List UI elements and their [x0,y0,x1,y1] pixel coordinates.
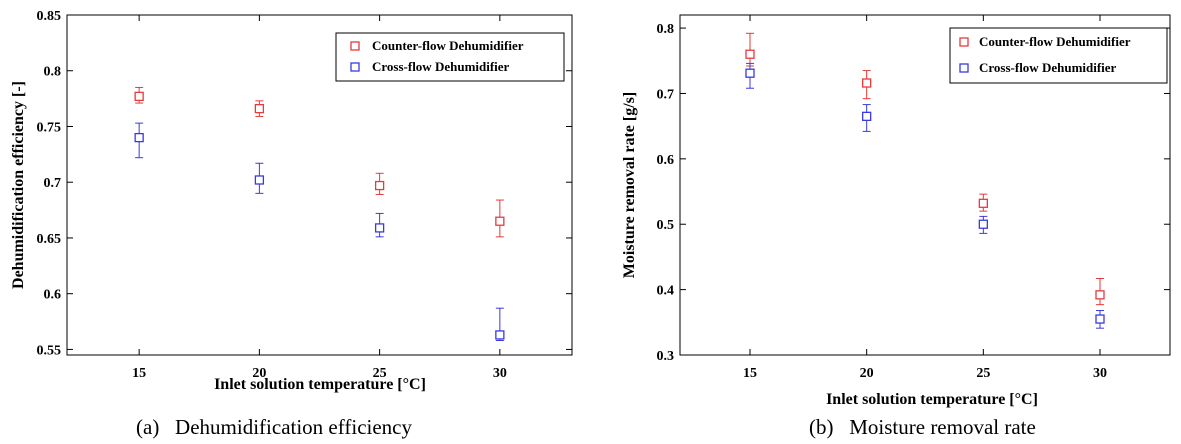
panel-a-marks [134,86,505,342]
panel-a-cross-flow-point [254,175,265,185]
panel-a-cross-flow-point [495,330,505,340]
panel-a-y-tick-label: 0.85 [37,9,62,24]
panel-a-counter-flow-point [134,91,144,102]
panel-a-x-tick-label: 25 [373,366,387,381]
panel-b-legend-label-counter: Counter-flow Dehumidifier [979,34,1131,49]
panel-b-legend-marker-counter [959,37,969,47]
panel-b-cross-flow-point [978,219,988,229]
panel-a-y-tick-label: 0.55 [37,343,62,358]
panel-b-x-tick-label: 25 [976,366,990,381]
panel-a-ticks: 0.85 0.8 0.75 0.7 0.65 0.6 0.55 15 20 25 30 [37,9,572,381]
panel-a-counter-flow-point [374,180,385,191]
panel-a-caption: (a) Dehumidification efficiency [136,415,412,439]
panel-b-counter-flow-point [1095,290,1105,300]
panel-b-counter-flow-point [745,49,755,59]
panel-a-legend-marker-counter [350,41,360,51]
panel-b-y-tick-label: 0.7 [657,87,675,102]
panel-a-cross-flow-point [374,223,385,233]
panel-a-counter-flow-point [254,103,265,114]
panel-a-legend-marker-cross [350,62,360,72]
panel-a-y-tick-label: 0.65 [37,232,62,247]
panel-a-legend-box [335,32,565,82]
panel-b-caption: (b) Moisture removal rate [809,415,1036,439]
panel-a-y-axis-title: Dehumidification efficiency [-] [10,81,27,289]
panel-b-marks [745,32,1105,329]
panel-a-y-tick-label: 0.8 [44,65,62,80]
panel-a-x-tick-label: 30 [493,366,507,381]
panel-b-legend-marker-cross [959,63,969,73]
panel-a-y-tick-label: 0.7 [44,176,62,191]
panel-b-cross-flow-point [745,68,755,78]
panel-b-x-tick-label: 15 [743,366,757,381]
panel-b-y-tick-label: 0.5 [657,218,675,233]
panel-a-x-tick-label: 20 [252,366,266,381]
panel-b-legend: Counter-flow Dehumidifier Cross-flow Deh… [949,27,1168,84]
panel-a-y-tick-label: 0.6 [44,288,62,303]
panel-b-legend-label-cross: Cross-flow Dehumidifier [979,60,1117,75]
panel-b-y-axis-title: Moisture removal rate [g/s] [621,92,638,278]
panel-b-x-tick-label: 20 [860,366,874,381]
panel-b-legend-box [949,27,1168,84]
panel-a-legend-label-cross: Cross-flow Dehumidifier [372,59,510,74]
panel-b-y-tick-label: 0.3 [657,349,675,364]
panel-a-legend-label-counter: Counter-flow Dehumidifier [372,38,524,53]
panel-a-counter-flow-point [495,216,505,226]
panel-a-x-tick-label: 15 [132,366,146,381]
panel-b-y-tick-label: 0.8 [657,22,675,37]
panel-b-cross-flow-point [862,111,872,121]
panel-b-y-tick-label: 0.6 [657,153,675,168]
panel-a-y-tick-label: 0.75 [37,120,62,135]
panel-a: 0.85 0.8 0.75 0.7 0.65 0.6 0.55 15 20 25 30 Counte… [10,9,573,439]
panel-b-cross-flow-point [1095,314,1105,324]
panel-b-counter-flow-point [862,78,872,88]
panel-b-x-axis-title: Inlet solution temperature [°C] [826,391,1038,408]
panel-a-legend: Counter-flow Dehumidifier Cross-flow Deh… [335,32,565,82]
panel-b-x-tick-label: 30 [1093,366,1107,381]
panel-a-cross-flow-point [134,132,144,143]
panel-b-y-tick-label: 0.4 [657,284,675,299]
panel-b-counter-flow-point [978,198,988,208]
panel-b: 0.8 0.7 0.6 0.5 0.4 0.3 15 20 25 30 Counter-flow … [621,14,1171,439]
panel-a-x-axis-title: Inlet solution temperature [°C] [214,376,426,393]
panel-b-ticks: 0.8 0.7 0.6 0.5 0.4 0.3 15 20 25 30 [657,15,1170,381]
